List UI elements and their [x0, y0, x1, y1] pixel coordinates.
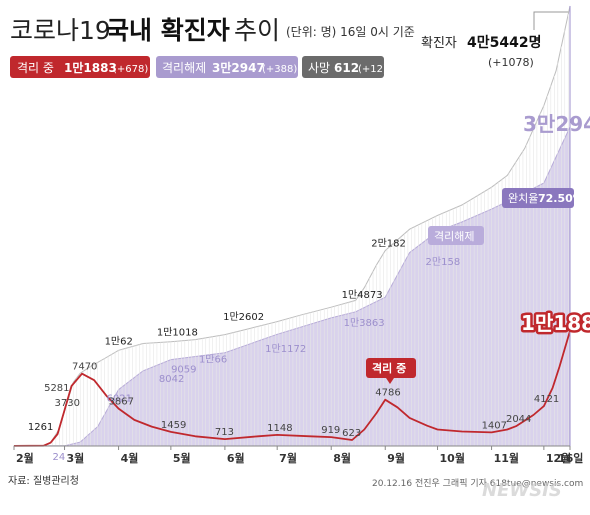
- released-value-label: 1만1172: [265, 343, 306, 355]
- recovery-rate-label: 완치율: [508, 192, 538, 205]
- total-value: 4만5442명: [467, 34, 541, 51]
- recovery-rate-value: 72.50%: [538, 192, 584, 205]
- x-tick-label: 3월: [67, 451, 85, 465]
- released-value-label: 1만66: [199, 354, 227, 366]
- isolated-value-label: 1459: [161, 420, 186, 431]
- point-labels: 1261 1만62 1만1018 1만2602 1만4873 2만182 24 6021 804…: [28, 238, 559, 463]
- released-tag-label: 격리해제: [434, 229, 474, 243]
- badge-isolated-bg: [10, 56, 150, 78]
- isolated-value-label: 713: [215, 427, 234, 438]
- x-tick-label: 12월: [546, 451, 571, 465]
- credit-note: 20.12.16 전진우 그래픽 기자 618tue@newsis.com: [372, 478, 583, 489]
- x-tick-label: 5월: [173, 451, 191, 465]
- badge-released-bg: [156, 56, 298, 78]
- released-tag-bg: [428, 226, 484, 245]
- isolated-value-label: 4121: [534, 394, 559, 405]
- isolated-value-label: 623: [342, 428, 361, 439]
- released-value-label: 6021: [107, 394, 132, 405]
- unit-note: (단위: 명) 16일 0시 기준: [286, 25, 415, 39]
- badge-deaths-delta: (+12): [358, 64, 387, 75]
- title-part1: 코로나19: [10, 16, 111, 45]
- total-delta: (+1078): [488, 56, 534, 69]
- isolated-tag-label: 격리 중: [372, 361, 406, 375]
- badge-deaths-value: 612: [334, 61, 359, 75]
- confirmed-value-label: 1만1018: [157, 326, 198, 338]
- title-part2: 추이: [234, 16, 280, 45]
- isolated-line: [13, 330, 571, 447]
- confirmed-vertical-lines: [13, 14, 569, 446]
- isolated-value-label: 919: [321, 425, 340, 436]
- x-tick-label: 4월: [121, 451, 139, 465]
- isolated-value-label: 7470: [72, 362, 97, 373]
- total-leader-line: [533, 11, 571, 30]
- isolated-value-label: 2044: [506, 414, 531, 425]
- plot-lines: [13, 6, 571, 447]
- x-tick-label: 9월: [387, 451, 405, 465]
- total-label: 확진자: [421, 36, 457, 51]
- badge-released-value: 3만2947: [212, 60, 265, 75]
- confirmed-value-label: 1261: [28, 422, 53, 433]
- released-value-label: 2만158: [426, 256, 461, 268]
- isolated-value-label: 1407: [482, 420, 507, 431]
- x-tick-label: 10월: [440, 451, 465, 465]
- confirmed-value-label: 1만62: [105, 336, 133, 348]
- isolated-value-label: 5281: [44, 383, 69, 394]
- isolated-tag-pointer: [386, 378, 394, 384]
- recovery-rate-tag: 완치율 72.50%: [502, 188, 584, 208]
- isolated-value-label: 4786: [375, 388, 400, 399]
- isolated-value-label: 3730: [55, 398, 80, 409]
- x-tick-label: 16일: [558, 451, 583, 465]
- isolated-value-label: 3867: [109, 397, 134, 408]
- newsis-watermark: NEWSIS: [482, 480, 562, 501]
- badge-deaths: 사망 612 (+12): [302, 56, 387, 78]
- badge-isolated-delta: (+678): [113, 64, 148, 75]
- recovery-rate-bg: [502, 188, 574, 208]
- isolated-tag-bg: [366, 358, 416, 378]
- badge-released: 격리해제 3만2947 (+388): [156, 56, 298, 78]
- x-tick-label: 7월: [279, 451, 297, 465]
- confirmed-value-label: 1만2602: [223, 311, 264, 323]
- confirmed-value-label: 2만182: [371, 238, 406, 250]
- released-value-label: 1만3863: [344, 317, 385, 329]
- x-tick-label: 8월: [333, 451, 351, 465]
- released-big-label: 3만2947: [523, 112, 590, 136]
- released-value-label: 8042: [159, 374, 184, 385]
- x-tick-label: 11월: [494, 451, 519, 465]
- x-tick-label: 6월: [227, 451, 245, 465]
- confirmed-value-label: 1만4873: [342, 289, 383, 301]
- released-value-label: 24: [53, 452, 66, 463]
- badge-isolated: 격리 중 1만1883 (+678): [10, 56, 150, 78]
- badge-isolated-label: 격리 중: [17, 61, 54, 75]
- badge-isolated-value: 1만1883: [64, 60, 117, 75]
- source-note: 자료: 질병관리청: [8, 475, 79, 487]
- released-value-label: 9059: [171, 364, 196, 375]
- isolated-value-label: 1148: [267, 423, 292, 434]
- isolated-big-label: 1만1883: [521, 311, 590, 335]
- badge-deaths-bg: [302, 56, 384, 78]
- x-tick-label: 2월: [16, 451, 34, 465]
- isolated-tag: 격리 중: [366, 358, 416, 384]
- badge-deaths-label: 사망: [308, 61, 330, 75]
- badge-released-delta: (+388): [262, 64, 297, 75]
- badge-released-label: 격리해제: [162, 61, 206, 75]
- released-tag: 격리해제: [428, 226, 484, 245]
- title-bold: 국내 확진자: [106, 16, 230, 45]
